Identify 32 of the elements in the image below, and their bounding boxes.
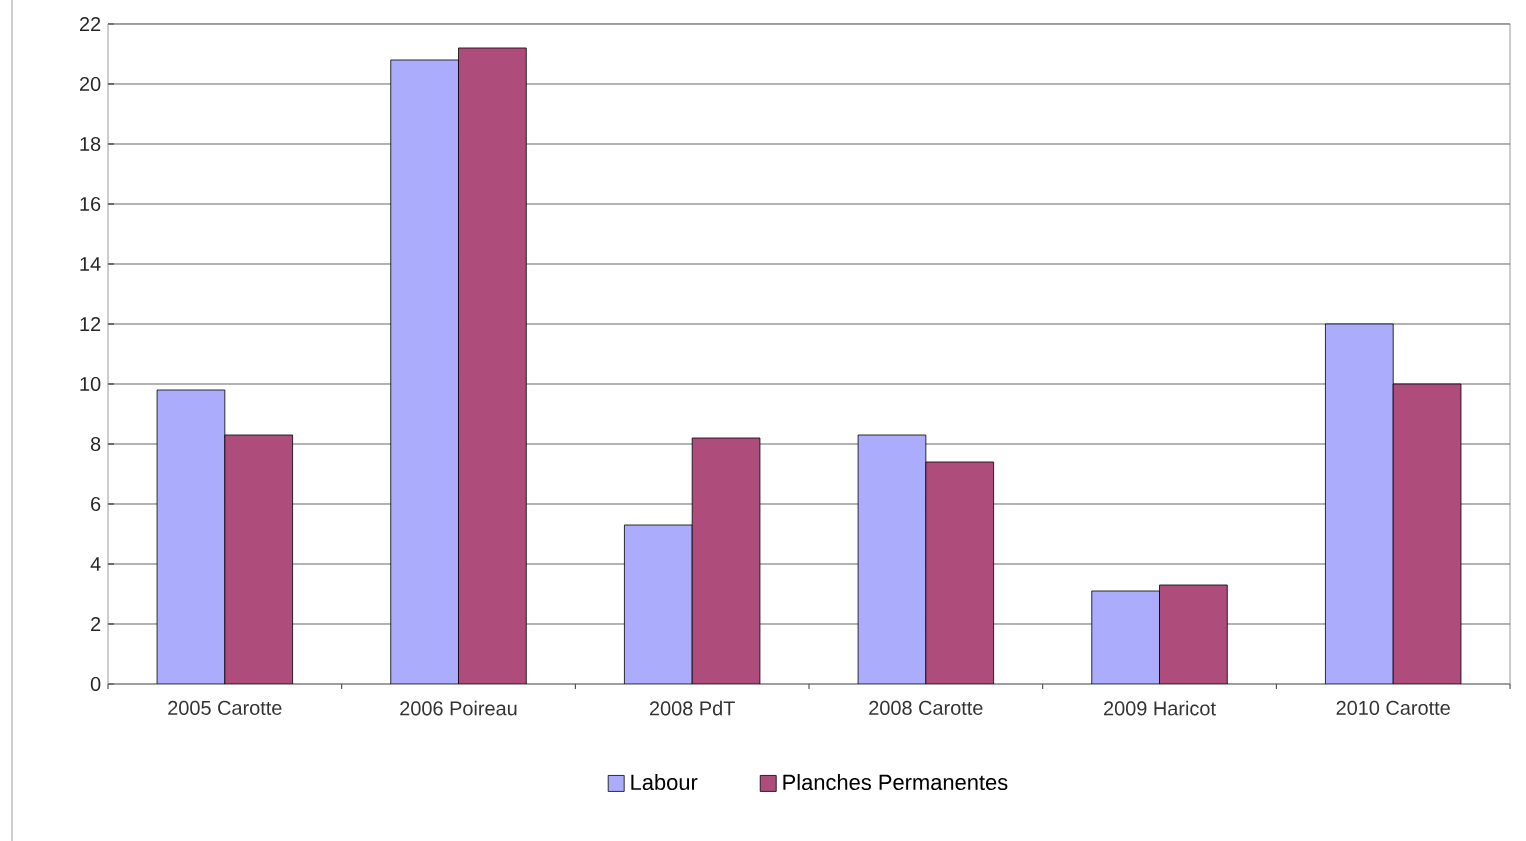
bar <box>1392 383 1462 684</box>
bar <box>224 434 294 684</box>
x-tick-label: 2008 PdT <box>649 700 735 716</box>
bar <box>691 437 761 684</box>
legend-label: Labour <box>631 773 698 791</box>
y-tick-label: 4 <box>90 557 101 571</box>
bar <box>1159 584 1228 684</box>
x-tick-label: 2009 Haricot <box>1104 700 1216 716</box>
y-tick-label: 6 <box>91 496 101 512</box>
y-tick-label: 0 <box>90 676 101 692</box>
y-tick-label: 16 <box>80 196 101 212</box>
y-tick-label: 14 <box>80 257 101 271</box>
bar <box>624 524 693 684</box>
y-tick-label: 22 <box>80 17 101 31</box>
bar <box>1325 323 1394 684</box>
bar <box>390 59 459 684</box>
y-tick-label: 18 <box>80 136 101 152</box>
y-tick-label: 10 <box>80 376 101 392</box>
y-tick-label: 8 <box>90 436 101 452</box>
x-tick-label: 2010 Carotte <box>1336 700 1450 715</box>
y-tick-label: 2 <box>91 617 101 631</box>
x-tick-label: 2006 Poireau <box>400 700 517 716</box>
bar <box>156 389 226 684</box>
y-tick-label: 12 <box>80 317 101 331</box>
bar <box>857 434 927 684</box>
legend-label: Planches Permanentes <box>783 773 1008 791</box>
bar <box>458 47 527 684</box>
y-tick-label: 20 <box>80 76 101 92</box>
bar <box>1091 590 1160 684</box>
x-tick-label: 2008 Carotte <box>869 700 983 715</box>
bar <box>925 461 995 684</box>
x-tick-label: 2005 Carotte <box>168 700 282 715</box>
